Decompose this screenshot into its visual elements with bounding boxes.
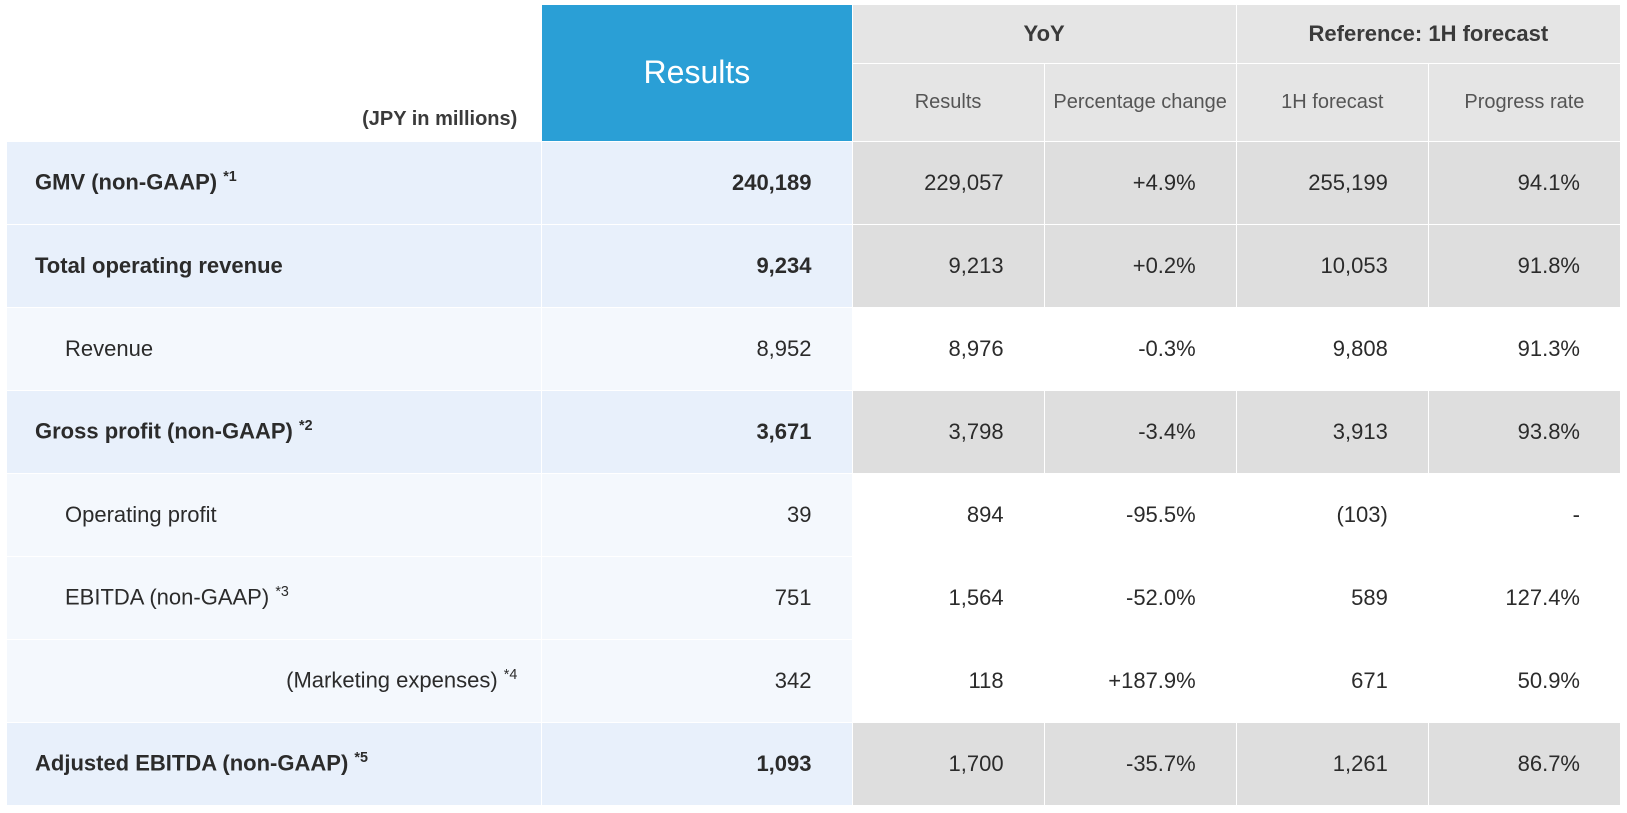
- row-ref-forecast: (103): [1236, 473, 1428, 556]
- row-yoy-results: 1,564: [852, 556, 1044, 639]
- row-label: Total operating revenue: [7, 224, 542, 307]
- row-label-sup: *4: [504, 667, 518, 683]
- row-label-text: (Marketing expenses): [286, 668, 498, 693]
- table-row: (Marketing expenses) *4342118+187.9%6715…: [7, 639, 1621, 722]
- row-ref-progress: 86.7%: [1428, 722, 1620, 805]
- row-ref-forecast: 3,913: [1236, 390, 1428, 473]
- row-label-text: Operating profit: [65, 502, 217, 527]
- row-result: 1,093: [542, 722, 852, 805]
- table-row: Adjusted EBITDA (non-GAAP) *51,0931,700-…: [7, 722, 1621, 805]
- row-yoy-pct: -95.5%: [1044, 473, 1236, 556]
- row-label-text: GMV (non-GAAP): [35, 170, 217, 195]
- row-result: 240,189: [542, 141, 852, 224]
- row-ref-progress: 91.8%: [1428, 224, 1620, 307]
- row-yoy-results: 229,057: [852, 141, 1044, 224]
- financial-table-container: (JPY in millions) Results YoY Reference:…: [0, 0, 1627, 810]
- row-result: 751: [542, 556, 852, 639]
- header-ref-group: Reference: 1H forecast: [1236, 5, 1620, 64]
- table-body: GMV (non-GAAP) *1240,189229,057+4.9%255,…: [7, 141, 1621, 805]
- row-result: 3,671: [542, 390, 852, 473]
- row-result: 342: [542, 639, 852, 722]
- table-header: (JPY in millions) Results YoY Reference:…: [7, 5, 1621, 142]
- row-yoy-pct: +187.9%: [1044, 639, 1236, 722]
- row-yoy-results: 1,700: [852, 722, 1044, 805]
- row-yoy-pct: -52.0%: [1044, 556, 1236, 639]
- row-label: EBITDA (non-GAAP) *3: [7, 556, 542, 639]
- row-ref-progress: 91.3%: [1428, 307, 1620, 390]
- row-yoy-results: 3,798: [852, 390, 1044, 473]
- table-row: Gross profit (non-GAAP) *23,6713,798-3.4…: [7, 390, 1621, 473]
- row-label: Adjusted EBITDA (non-GAAP) *5: [7, 722, 542, 805]
- row-ref-forecast: 671: [1236, 639, 1428, 722]
- row-result: 39: [542, 473, 852, 556]
- row-label-text: Revenue: [65, 336, 153, 361]
- footnote: [6, 806, 1621, 810]
- header-yoy-group: YoY: [852, 5, 1236, 64]
- row-ref-progress: 94.1%: [1428, 141, 1620, 224]
- row-result: 8,952: [542, 307, 852, 390]
- header-yoy-results: Results: [852, 63, 1044, 141]
- row-label-text: Total operating revenue: [35, 253, 283, 278]
- row-result: 9,234: [542, 224, 852, 307]
- table-row: Operating profit 39894-95.5%(103)-: [7, 473, 1621, 556]
- table-row: Revenue 8,9528,976-0.3%9,80891.3%: [7, 307, 1621, 390]
- row-yoy-pct: -0.3%: [1044, 307, 1236, 390]
- row-label-text: EBITDA (non-GAAP): [65, 585, 269, 610]
- header-ref-forecast: 1H forecast: [1236, 63, 1428, 141]
- row-yoy-results: 894: [852, 473, 1044, 556]
- row-label-sup: *2: [299, 418, 313, 434]
- header-yoy-pct: Percentage change: [1044, 63, 1236, 141]
- row-label-sup: *3: [275, 584, 289, 600]
- row-label: Gross profit (non-GAAP) *2: [7, 390, 542, 473]
- row-yoy-pct: -35.7%: [1044, 722, 1236, 805]
- row-ref-forecast: 9,808: [1236, 307, 1428, 390]
- row-label: Operating profit: [7, 473, 542, 556]
- row-ref-progress: 93.8%: [1428, 390, 1620, 473]
- row-yoy-pct: -3.4%: [1044, 390, 1236, 473]
- row-yoy-results: 9,213: [852, 224, 1044, 307]
- table-row: EBITDA (non-GAAP) *37511,564-52.0%589127…: [7, 556, 1621, 639]
- row-label: GMV (non-GAAP) *1: [7, 141, 542, 224]
- row-ref-forecast: 1,261: [1236, 722, 1428, 805]
- row-yoy-results: 8,976: [852, 307, 1044, 390]
- row-label: (Marketing expenses) *4: [7, 639, 542, 722]
- row-yoy-results: 118: [852, 639, 1044, 722]
- financial-table: (JPY in millions) Results YoY Reference:…: [6, 4, 1621, 806]
- header-results: Results: [542, 5, 852, 142]
- row-label: Revenue: [7, 307, 542, 390]
- row-ref-forecast: 255,199: [1236, 141, 1428, 224]
- table-row: GMV (non-GAAP) *1240,189229,057+4.9%255,…: [7, 141, 1621, 224]
- row-ref-progress: 127.4%: [1428, 556, 1620, 639]
- row-ref-forecast: 589: [1236, 556, 1428, 639]
- row-ref-progress: 50.9%: [1428, 639, 1620, 722]
- row-label-sup: *1: [223, 169, 237, 185]
- row-label-text: Gross profit (non-GAAP): [35, 419, 293, 444]
- row-label-sup: *5: [354, 750, 368, 766]
- table-row: Total operating revenue 9,2349,213+0.2%10…: [7, 224, 1621, 307]
- row-ref-forecast: 10,053: [1236, 224, 1428, 307]
- unit-note: (JPY in millions): [7, 5, 542, 142]
- row-label-text: Adjusted EBITDA (non-GAAP): [35, 751, 348, 776]
- row-ref-progress: -: [1428, 473, 1620, 556]
- header-ref-progress: Progress rate: [1428, 63, 1620, 141]
- row-yoy-pct: +4.9%: [1044, 141, 1236, 224]
- row-yoy-pct: +0.2%: [1044, 224, 1236, 307]
